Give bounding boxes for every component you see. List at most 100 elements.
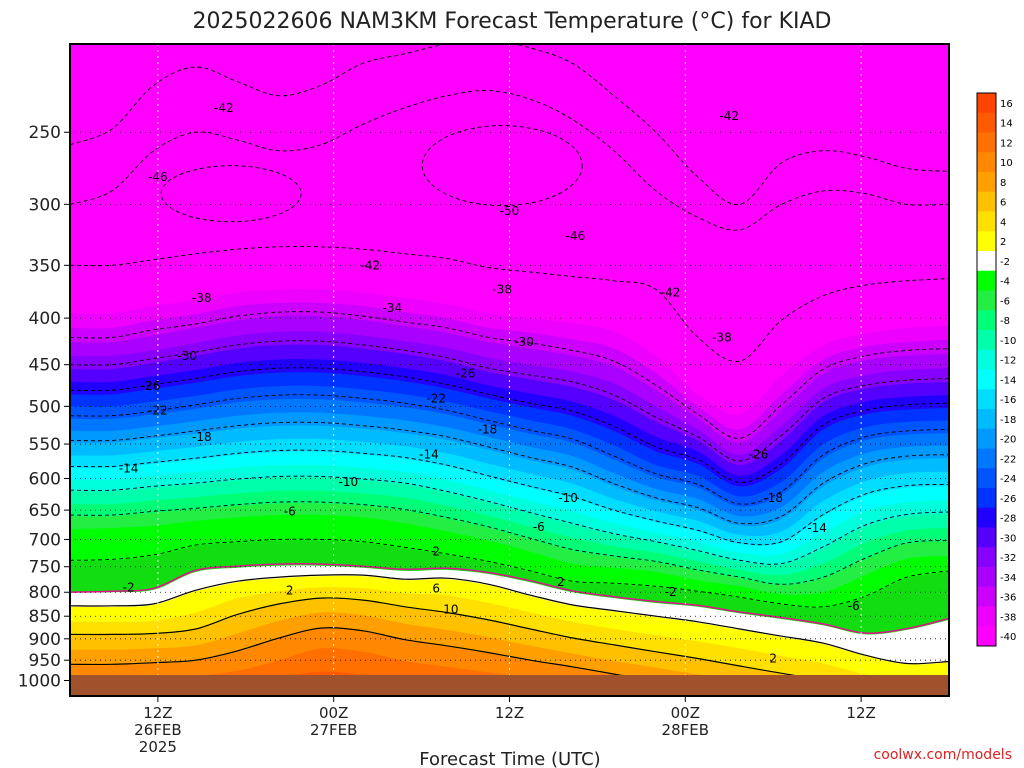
- isotherm-line: [70, 340, 949, 462]
- freezing-line: [70, 563, 949, 634]
- contour-label: 2: [286, 583, 294, 597]
- colorbar-swatch: [977, 448, 996, 469]
- colorbar-label: -26: [1000, 494, 1016, 505]
- contour-label: -30: [177, 349, 197, 363]
- colorbar-label: -38: [1000, 612, 1016, 623]
- colorbar-label: 6: [1000, 198, 1006, 209]
- y-tick-label: 700: [29, 530, 61, 550]
- colorbar-swatch: [977, 132, 996, 153]
- contour-label: 2: [557, 575, 565, 589]
- y-tick-label: 300: [29, 195, 61, 215]
- colorbar-label: 10: [1000, 158, 1013, 169]
- contour-label: -22: [426, 391, 446, 405]
- chart-title: 2025022606 NAM3KM Forecast Temperature (…: [193, 9, 832, 34]
- contour-label: 2: [432, 545, 440, 559]
- x-tick-label: 12Z: [495, 704, 524, 722]
- isotherm-line: [70, 394, 949, 505]
- colorbar-swatch: [977, 567, 996, 588]
- grid-lines: [70, 44, 949, 696]
- colorbar-label: -14: [1000, 375, 1016, 386]
- isotherm-line: [70, 501, 949, 585]
- colorbar-label: -20: [1000, 435, 1016, 446]
- colorbar-swatch: [977, 330, 996, 351]
- contour-label: -46: [148, 170, 168, 184]
- x-tick-label: 2025: [139, 738, 177, 756]
- colorbar-label: -32: [1000, 553, 1016, 564]
- contour-label: -6: [533, 520, 545, 534]
- credit-text: coolwx.com/models: [874, 747, 1012, 763]
- colorbar-swatch: [977, 270, 996, 291]
- contour-label: -10: [339, 475, 359, 489]
- contour-label: -22: [148, 403, 168, 417]
- contour-label: -14: [419, 448, 439, 462]
- contour-label: -38: [712, 330, 732, 344]
- contour-label: -34: [382, 301, 402, 315]
- y-tick-label: 450: [29, 356, 61, 376]
- colorbar-swatch: [977, 310, 996, 331]
- plot-area: -42 -46 -50 -46 -42 -42 -38 -38 -42 -34 -38 -30 -30 -…: [70, 44, 949, 696]
- isotherm-line: [70, 449, 949, 546]
- y-tick-label: 850: [29, 607, 61, 627]
- contour-label: -18: [763, 491, 783, 505]
- x-tick-label: 28FEB: [662, 721, 709, 739]
- y-tick-label: 950: [29, 651, 61, 671]
- colorbar-swatch: [977, 409, 996, 430]
- colorbar-swatch: [977, 369, 996, 390]
- colorbar-swatch: [977, 488, 996, 509]
- colorbar-label: -18: [1000, 415, 1016, 426]
- y-tick-label: 750: [29, 558, 61, 578]
- x-tick-label: 00Z: [319, 704, 348, 722]
- colorbar-label: -36: [1000, 593, 1016, 604]
- colorbar-label: 8: [1000, 178, 1006, 189]
- y-tick-label: 650: [29, 501, 61, 521]
- colorbar-label: 12: [1000, 138, 1013, 149]
- ground-surface: [70, 675, 949, 696]
- colorbar-swatch: [977, 626, 996, 647]
- colorbar-label: 16: [1000, 99, 1013, 110]
- contour-labels: -42 -46 -50 -46 -42 -42 -38 -38 -42 -34 -38 -30 -30 -…: [119, 101, 860, 666]
- y-tick-label: 250: [29, 123, 61, 143]
- colorbar-swatch: [977, 251, 996, 272]
- x-axis-label: Forecast Time (UTC): [419, 749, 600, 768]
- y-tick-label: 600: [29, 469, 61, 489]
- colorbar-label: -16: [1000, 395, 1016, 406]
- y-tick-label: 350: [29, 256, 61, 276]
- colorbar-label: -24: [1000, 474, 1016, 485]
- y-tick-label: 800: [29, 583, 61, 603]
- colorbar-label: -40: [1000, 632, 1016, 643]
- colorbar-swatch: [977, 152, 996, 173]
- y-tick-label: 500: [29, 397, 61, 417]
- contour-label: -38: [492, 282, 512, 296]
- colorbar-label: 4: [1000, 217, 1006, 228]
- contour-label: -18: [478, 422, 498, 436]
- y-axis: 250 300 350 400 450 500 550 600 650 700 750 800 850 9…: [18, 123, 70, 691]
- isotherm-line: [70, 90, 949, 231]
- x-tick-label: 12Z: [846, 704, 875, 722]
- isotherm-line: [421, 125, 583, 207]
- contour-label: -26: [456, 366, 476, 380]
- colorbar-label: -6: [1000, 296, 1010, 307]
- contour-label: -14: [807, 521, 827, 535]
- isotherm-line: [70, 311, 949, 439]
- contour-label: -42: [661, 286, 681, 300]
- colorbar-frame: [976, 92, 997, 647]
- contour-label: -50: [500, 204, 520, 218]
- colorbar-swatch: [977, 211, 996, 232]
- colorbar-swatch: [977, 527, 996, 548]
- colorbar-label: -30: [1000, 533, 1016, 544]
- colorbar-swatch: [977, 606, 996, 627]
- colorbar-swatch: [977, 586, 996, 607]
- colorbar-swatch: [977, 290, 996, 311]
- isotherm-line: [70, 44, 949, 205]
- colorbar-label: -22: [1000, 454, 1016, 465]
- contour-label: -42: [214, 101, 234, 115]
- colorbar-swatch: [977, 191, 996, 212]
- colorbar-label: 2: [1000, 237, 1006, 248]
- colorbar-label: -4: [1000, 277, 1010, 288]
- y-tick-label: 1000: [18, 671, 61, 691]
- colorbar-swatch: [977, 349, 996, 370]
- contour-label: 6: [432, 581, 440, 595]
- y-tick-label: 550: [29, 435, 61, 455]
- colorbar-swatch: [977, 428, 996, 449]
